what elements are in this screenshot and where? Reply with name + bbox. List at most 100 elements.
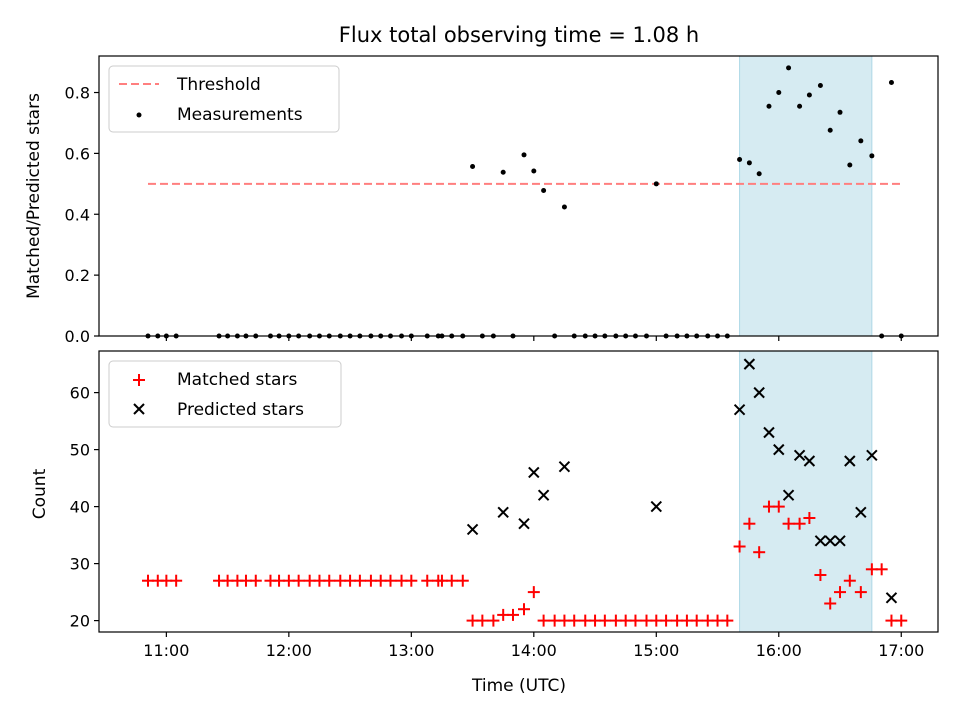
x-tick-label: 13:00 [388,641,434,660]
top-shaded-region [739,55,873,337]
measurement-point [561,204,567,210]
bottom-legend: Matched stars Predicted stars [108,360,342,428]
matched-star-point [843,574,856,587]
predicted-star-point [753,386,765,399]
matched-star-point [456,574,469,587]
predicted-star-point [782,489,795,501]
bottom-panel: 11:00 12:00 13:00 14:00 15:00 16:00 17:00 20 30… [30,350,939,696]
legend-predicted-label: Predicted stars [177,400,304,420]
matched-star-point [527,586,540,599]
matched-star-point [518,603,531,616]
bottom-y-tick-label: 20 [70,612,90,631]
bottom-x-ticks: 11:00 12:00 13:00 14:00 15:00 16:00 17:00 [143,632,924,660]
measurement-point [786,65,792,71]
chart-title: Flux total observing time = 1.08 h [339,23,699,47]
matched-star-point [598,614,611,627]
measurement-point [847,162,853,168]
matched-star-point [476,614,489,627]
x-tick-label: 16:00 [756,641,802,660]
measurement-point [470,163,476,169]
legend-matched-swatch [133,374,145,386]
matched-star-point [721,614,734,627]
bottom-y-tick-label: 40 [70,498,90,517]
measurement-point [756,171,762,177]
top-y-tick-label: 0.8 [65,84,90,103]
predicted-star-point [814,535,827,547]
top-legend: Threshold Measurements [108,65,340,133]
matched-star-point [629,614,642,627]
matched-star-point [782,517,795,530]
legend-predicted-swatch [133,403,145,415]
predicted-star-point [885,592,898,604]
top-legend-box [108,65,340,133]
predicted-star-point [743,358,756,370]
predicted-star-point [824,535,836,547]
measurement-point [766,103,772,109]
measurement-point [888,79,894,85]
top-y-axis-label: Matched/Predicted stars [24,93,44,299]
matched-star-point [803,512,816,525]
measurement-point [776,90,782,96]
matched-star-point [793,517,806,530]
matched-star-point [690,614,703,627]
matched-star-point [384,574,397,587]
matched-star-point [733,540,746,553]
matched-star-point [660,614,673,627]
measurement-point [806,92,812,98]
predicted-star-point [763,426,775,439]
predicted-star-point [733,404,746,416]
predicted-star-point [558,460,571,473]
x-tick-label: 15:00 [633,641,679,660]
top-axes-frame [98,55,939,337]
matched-star-point [537,614,550,627]
predicted-star-point [497,506,509,519]
predicted-star-point [803,455,816,467]
predicted-star-point [528,466,540,479]
x-tick-label: 14:00 [511,641,557,660]
matched-star-point [743,517,756,530]
legend-measurements-swatch [136,112,142,118]
x-tick-label: 12:00 [266,641,312,660]
top-x-ticks [165,336,902,341]
predicted-star-point [834,535,846,547]
predicted-star-point [518,517,530,530]
legend-matched-label: Matched stars [177,370,297,390]
top-y-tick-label: 0.6 [65,144,90,163]
bottom-axes-frame [98,350,939,633]
matched-star-point [568,614,581,627]
matched-star-point [292,574,305,587]
measurement-point [541,188,547,194]
matched-star-point [824,597,837,610]
measurement-point [797,103,803,109]
predicted-star-point [793,449,806,462]
matched-star-point [834,586,847,599]
matched-star-point [487,614,500,627]
predicted-star-point [537,489,550,501]
predicted-star-point [650,500,662,513]
matched-star-point [170,574,183,587]
matched-star-point [445,574,458,587]
measurement-point [858,138,864,144]
measurement-point [837,109,843,115]
predicted-star-point [773,443,785,456]
predicted-star-point [466,523,479,536]
measurement-point [827,127,833,133]
matched-star-point [772,500,785,513]
matched-star-point [405,574,418,587]
measurement-point [869,153,875,159]
matched-star-point [814,569,827,582]
matched-stars-points [141,500,908,627]
predicted-star-point [866,449,878,462]
x-axis-label: Time (UTC) [471,676,566,696]
predicted-star-point [855,506,867,519]
bottom-legend-box [108,360,342,428]
matched-star-point [249,574,262,587]
measurement-point [500,169,506,175]
bottom-y-tick-label: 60 [70,384,90,403]
predicted-star-point [844,455,856,467]
top-y-tick-label: 0.4 [65,205,90,224]
measurement-point [521,152,527,158]
matched-star-point [753,546,766,559]
predicted-stars-points [466,358,898,604]
